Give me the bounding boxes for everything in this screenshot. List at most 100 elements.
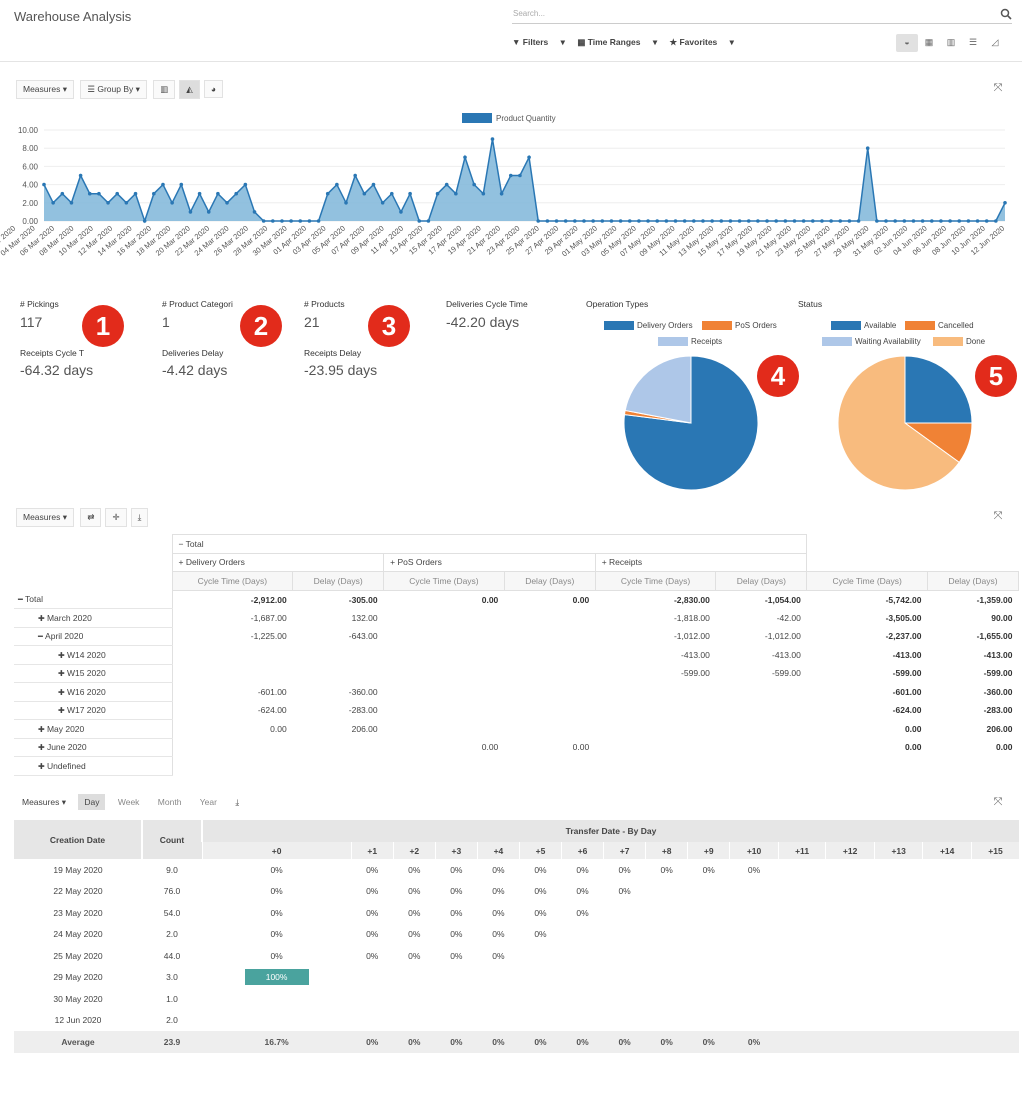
cohort-cell[interactable]: 0% [270,907,283,918]
data-point[interactable] [371,182,376,187]
cohort-cell[interactable]: 0% [270,864,283,875]
data-point[interactable] [600,219,605,223]
data-point[interactable] [518,173,522,178]
cohort-cell[interactable]: 0% [450,864,463,875]
line-chart-icon[interactable]: ◭ [179,80,200,99]
data-point[interactable] [399,210,403,214]
pivot-cell[interactable]: 0.00 [904,723,922,734]
data-point[interactable] [206,210,211,214]
data-point[interactable] [646,219,650,223]
data-point[interactable] [124,201,129,205]
cohort-cell[interactable]: 0% [702,864,715,875]
pivot-measure-header[interactable]: Cycle Time (Days) [806,571,928,591]
data-point[interactable] [856,219,861,223]
data-point[interactable] [60,191,65,196]
pivot-cell[interactable] [172,757,293,776]
data-point[interactable] [51,201,55,205]
cohort-view-icon[interactable]: ◿ [991,37,999,47]
pivot-cell[interactable]: -1,054.00 [764,594,801,605]
pivot-cell[interactable]: -283.00 [983,705,1013,716]
pivot-cell[interactable] [716,757,807,776]
data-point[interactable] [161,182,165,187]
interval-day[interactable]: Day [78,794,106,810]
data-point[interactable] [682,219,687,223]
pivot-cell[interactable] [293,646,384,665]
pivot-cell[interactable] [384,683,505,702]
pivot-measure-header[interactable]: Cycle Time (Days) [383,571,505,591]
data-point[interactable] [884,219,888,223]
pivot-cell[interactable] [928,757,1019,776]
pivot-cell[interactable]: -643.00 [348,631,378,642]
data-point[interactable] [591,219,595,223]
cohort-cell[interactable]: 0% [492,929,505,940]
data-point[interactable] [627,219,632,223]
cohort-cell[interactable]: 0% [618,886,631,897]
cohort-cell[interactable]: 0% [576,886,589,897]
pivot-cell[interactable]: -599.00 [983,668,1013,679]
data-point[interactable] [454,191,458,196]
data-point[interactable] [939,219,943,223]
pivot-cell[interactable]: -1,225.00 [250,631,287,642]
data-point[interactable] [692,219,696,223]
pivot-row-header[interactable]: ✚ W17 2020 [14,701,173,720]
pivot-cell[interactable]: 90.00 [991,612,1013,623]
data-point[interactable] [417,219,422,223]
pivot-cell[interactable]: -1,818.00 [673,612,710,623]
pivot-cell[interactable]: 0.00 [270,723,287,734]
group-by-button[interactable]: ☰ Group By ▾ [80,80,147,99]
pivot-cell[interactable]: 0.00 [572,594,590,605]
data-point[interactable] [792,219,797,223]
pivot-cell[interactable]: 0.00 [904,742,922,753]
pivot-row-header[interactable]: ✚ W16 2020 [14,682,173,702]
pivot-measure-header[interactable]: Delay (Days) [503,571,596,591]
pivot-cell[interactable]: -305.00 [348,594,378,605]
cohort-cell[interactable]: 0% [747,864,761,875]
expand-all-icon[interactable]: ✛ [105,508,127,527]
pivot-cell[interactable]: -1,687.00 [250,612,287,623]
data-point[interactable] [106,201,110,205]
data-point[interactable] [527,155,531,160]
pie-chart-icon[interactable]: ◕ [203,80,223,98]
cohort-cell[interactable]: 0% [366,886,379,897]
pie-slice[interactable] [624,355,692,424]
pivot-cell[interactable] [595,757,716,776]
cohort-cell[interactable]: 0% [492,864,505,875]
pivot-row-header[interactable]: ━ April 2020 [14,627,173,646]
data-point[interactable] [87,191,92,196]
graph-measures-button[interactable]: Measures ▾ [16,80,74,99]
pivot-cell[interactable] [384,720,505,739]
data-point[interactable] [637,219,641,223]
data-point[interactable] [252,210,257,214]
pivot-cell[interactable] [172,646,293,665]
download-icon[interactable]: ⤓ [235,797,240,807]
data-point[interactable] [298,219,303,223]
cohort-cell[interactable]: 0% [450,929,463,940]
pivot-cell[interactable]: -1,655.00 [976,631,1013,642]
pivot-row-header[interactable]: ✚ March 2020 [14,608,173,628]
cohort-cell[interactable]: 0% [450,950,463,961]
pivot-measure-header[interactable]: Cycle Time (Days) [171,571,294,591]
data-point[interactable] [893,219,897,223]
data-point[interactable] [463,155,467,160]
data-point[interactable] [582,219,586,223]
favorites-button[interactable]: ★ Favorites ▾ [669,37,734,47]
pivot-cell[interactable] [716,683,807,702]
data-point[interactable] [197,191,202,196]
pivot-cell[interactable]: -599.00 [681,668,710,679]
cohort-cell[interactable]: 100% [202,967,351,989]
time-ranges-button[interactable]: ▦ Time Ranges ▾ [577,37,658,47]
data-point[interactable] [481,191,486,196]
cohort-cell[interactable]: 0% [408,929,421,940]
data-point[interactable] [1003,201,1007,205]
data-point[interactable] [737,219,742,223]
data-point[interactable] [710,219,714,223]
pivot-measure-header[interactable]: Delay (Days) [292,571,385,591]
cohort-cell[interactable]: 0% [408,886,421,897]
pivot-cell[interactable] [293,664,384,683]
cohort-cell[interactable]: 0% [408,950,421,961]
pivot-cell[interactable]: -360.00 [348,686,378,697]
filters-button[interactable]: ▼ Filters ▾ [512,37,565,47]
pivot-cell[interactable] [504,683,595,702]
graph-view-icon[interactable]: ▥ [946,37,956,47]
data-point[interactable] [929,219,934,223]
